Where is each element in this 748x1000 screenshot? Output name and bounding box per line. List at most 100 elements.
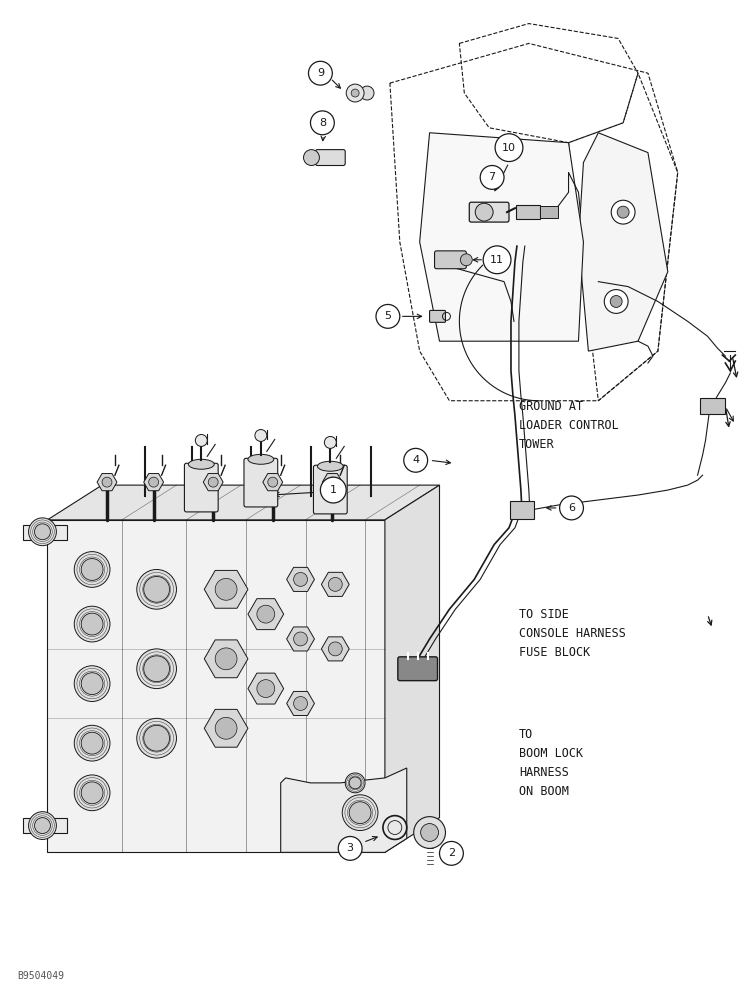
- Circle shape: [320, 477, 346, 503]
- Text: 5: 5: [384, 311, 391, 321]
- FancyBboxPatch shape: [429, 310, 446, 322]
- Polygon shape: [204, 570, 248, 608]
- Polygon shape: [248, 673, 283, 704]
- Text: 6: 6: [568, 503, 575, 513]
- Circle shape: [144, 725, 170, 751]
- Text: 9: 9: [317, 68, 324, 78]
- Circle shape: [308, 61, 332, 85]
- FancyBboxPatch shape: [316, 150, 346, 166]
- Text: 1: 1: [330, 485, 337, 495]
- Circle shape: [74, 666, 110, 701]
- Circle shape: [404, 448, 428, 472]
- Circle shape: [102, 477, 112, 487]
- Text: B9504049: B9504049: [18, 971, 64, 981]
- Circle shape: [74, 775, 110, 811]
- Circle shape: [328, 477, 337, 487]
- Polygon shape: [144, 474, 164, 491]
- Ellipse shape: [317, 461, 343, 471]
- FancyBboxPatch shape: [540, 206, 557, 218]
- Text: 10: 10: [502, 143, 516, 153]
- Circle shape: [460, 254, 472, 266]
- Text: 8: 8: [319, 118, 326, 128]
- Ellipse shape: [248, 454, 274, 464]
- Circle shape: [328, 577, 343, 591]
- Circle shape: [610, 296, 622, 307]
- Circle shape: [338, 836, 362, 860]
- Circle shape: [376, 304, 400, 328]
- Circle shape: [304, 150, 319, 166]
- Polygon shape: [204, 709, 248, 747]
- Circle shape: [257, 680, 275, 698]
- Circle shape: [74, 552, 110, 587]
- FancyBboxPatch shape: [398, 657, 438, 681]
- Circle shape: [611, 200, 635, 224]
- Circle shape: [268, 477, 278, 487]
- Circle shape: [560, 496, 583, 520]
- Circle shape: [440, 841, 463, 865]
- Polygon shape: [578, 133, 668, 351]
- Polygon shape: [47, 520, 385, 852]
- Circle shape: [360, 86, 374, 100]
- FancyBboxPatch shape: [510, 501, 534, 519]
- Circle shape: [294, 572, 307, 586]
- Circle shape: [346, 84, 364, 102]
- Text: 4: 4: [412, 455, 419, 465]
- FancyBboxPatch shape: [469, 202, 509, 222]
- Circle shape: [343, 795, 378, 831]
- Ellipse shape: [188, 459, 214, 469]
- Polygon shape: [286, 567, 314, 591]
- Circle shape: [137, 718, 177, 758]
- FancyBboxPatch shape: [699, 398, 726, 414]
- Polygon shape: [385, 485, 440, 852]
- Polygon shape: [322, 637, 349, 661]
- Polygon shape: [248, 599, 283, 630]
- Polygon shape: [22, 525, 67, 540]
- Circle shape: [144, 576, 170, 602]
- Circle shape: [257, 605, 275, 623]
- FancyBboxPatch shape: [185, 463, 218, 512]
- Circle shape: [310, 111, 334, 135]
- Circle shape: [74, 725, 110, 761]
- Circle shape: [28, 812, 56, 839]
- Circle shape: [349, 777, 361, 789]
- Polygon shape: [263, 474, 283, 491]
- Text: 2: 2: [448, 848, 455, 858]
- Circle shape: [475, 203, 493, 221]
- Circle shape: [349, 802, 371, 824]
- Polygon shape: [280, 768, 407, 852]
- FancyBboxPatch shape: [244, 458, 278, 507]
- Circle shape: [483, 246, 511, 274]
- Polygon shape: [322, 474, 343, 491]
- Circle shape: [144, 656, 170, 682]
- Polygon shape: [286, 691, 314, 716]
- Circle shape: [28, 518, 56, 546]
- Circle shape: [414, 817, 446, 848]
- Circle shape: [74, 606, 110, 642]
- Circle shape: [346, 773, 365, 793]
- Circle shape: [255, 430, 267, 441]
- Text: 11: 11: [490, 255, 504, 265]
- Circle shape: [208, 477, 218, 487]
- Circle shape: [480, 166, 504, 189]
- Circle shape: [294, 632, 307, 646]
- Circle shape: [82, 673, 103, 695]
- Circle shape: [495, 134, 523, 162]
- Text: 7: 7: [488, 172, 496, 182]
- Polygon shape: [22, 818, 67, 833]
- Circle shape: [137, 569, 177, 609]
- Circle shape: [82, 559, 103, 580]
- FancyBboxPatch shape: [516, 205, 540, 219]
- Text: TO
BOOM LOCK
HARNESS
ON BOOM: TO BOOM LOCK HARNESS ON BOOM: [519, 728, 583, 798]
- Text: 3: 3: [346, 843, 354, 853]
- Polygon shape: [203, 474, 223, 491]
- Polygon shape: [420, 133, 583, 341]
- Circle shape: [195, 434, 207, 446]
- Circle shape: [617, 206, 629, 218]
- Circle shape: [420, 824, 438, 841]
- Circle shape: [34, 818, 50, 834]
- Polygon shape: [47, 485, 440, 520]
- Polygon shape: [204, 640, 248, 678]
- Circle shape: [215, 717, 237, 739]
- Circle shape: [328, 642, 343, 656]
- Text: TO SIDE
CONSOLE HARNESS
FUSE BLOCK: TO SIDE CONSOLE HARNESS FUSE BLOCK: [519, 608, 625, 659]
